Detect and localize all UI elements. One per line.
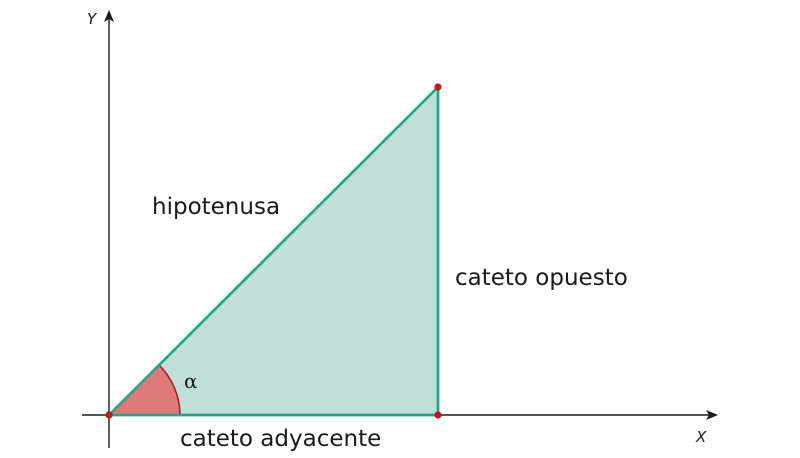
hypotenuse-side [108, 86, 439, 416]
y-axis-label: Y [87, 10, 98, 28]
angle-label: α [184, 369, 198, 393]
vertex-top [434, 83, 442, 91]
vertex-right-angle [434, 411, 442, 419]
x-axis-label: X [695, 428, 707, 446]
adjacent-label: cateto adyacente [180, 426, 381, 452]
hypotenuse-label: hipotenusa [152, 194, 280, 220]
opposite-label: cateto opuesto [455, 265, 628, 291]
angle-alpha-arc [158, 364, 181, 416]
angle-alpha-sector [109, 365, 180, 415]
vertex-origin [105, 411, 113, 419]
